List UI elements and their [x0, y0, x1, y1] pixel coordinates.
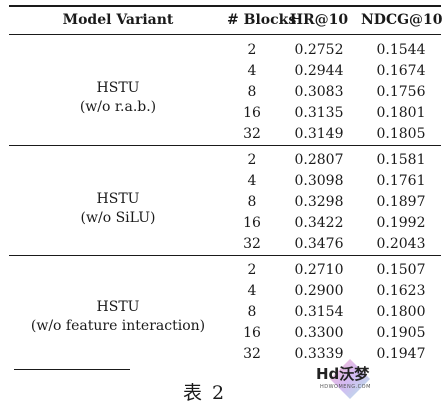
blocks-cell: 4 — [247, 283, 257, 299]
watermark-subtext: HDWOMENG.COM — [320, 384, 371, 390]
hr-cell: 0.3298 — [294, 194, 344, 210]
ndcg-cell: 0.1544 — [376, 42, 426, 58]
ndcg-cell: 0.2043 — [376, 236, 426, 252]
ndcg-cell: 0.1761 — [376, 173, 426, 189]
blocks-cell: 16 — [243, 215, 261, 231]
hr-cell: 0.3135 — [294, 105, 344, 121]
ndcg-cell: 0.1905 — [376, 325, 426, 341]
hr-cell: 0.2900 — [294, 283, 344, 299]
ndcg-cell: 0.1581 — [376, 152, 426, 168]
ndcg-cell: 0.1947 — [376, 346, 426, 362]
variant-ablation: (w/o feature interaction) — [30, 318, 206, 334]
header-hr10: HR@10 — [289, 12, 349, 28]
hr-cell: 0.3149 — [294, 126, 344, 142]
header-model-variant: Model Variant — [62, 12, 174, 28]
ndcg-cell: 0.1800 — [376, 304, 426, 320]
blocks-cell: 2 — [247, 262, 257, 278]
blocks-cell: 32 — [243, 126, 261, 142]
ndcg-cell: 0.1897 — [376, 194, 426, 210]
group-rule — [9, 255, 441, 256]
hr-cell: 0.3476 — [294, 236, 344, 252]
ndcg-cell: 0.1992 — [376, 215, 426, 231]
ndcg-cell: 0.1623 — [376, 283, 426, 299]
blocks-cell: 2 — [247, 152, 257, 168]
blocks-cell: 16 — [243, 105, 261, 121]
variant-ablation: (w/o r.a.b.) — [79, 99, 157, 115]
watermark-text: Hd沃梦 — [316, 365, 370, 383]
variant-label: HSTU (w/o SiLU) — [9, 190, 227, 228]
blocks-cell: 8 — [247, 84, 257, 100]
variant-name: HSTU — [96, 299, 140, 315]
blocks-cell: 16 — [243, 325, 261, 341]
blocks-cell: 8 — [247, 304, 257, 320]
blocks-cell: 4 — [247, 173, 257, 189]
ndcg-cell: 0.1507 — [376, 262, 426, 278]
variant-label: HSTU (w/o r.a.b.) — [9, 79, 227, 117]
hr-cell: 0.2807 — [294, 152, 344, 168]
variant-label: HSTU (w/o feature interaction) — [9, 298, 227, 336]
watermark-diamond-icon — [330, 359, 370, 399]
hr-cell: 0.3422 — [294, 215, 344, 231]
table-top-rule — [9, 5, 441, 7]
hr-cell: 0.2752 — [294, 42, 344, 58]
ndcg-cell: 0.1805 — [376, 126, 426, 142]
table-caption: 表 2 — [183, 382, 227, 404]
variant-name: HSTU — [96, 191, 140, 207]
watermark-logo: Hd沃梦 HDWOMENG.COM — [316, 357, 382, 401]
hr-cell: 0.3098 — [294, 173, 344, 189]
variant-name: HSTU — [96, 80, 140, 96]
blocks-cell: 32 — [243, 236, 261, 252]
table-bottom-rule — [14, 369, 130, 370]
hr-cell: 0.2710 — [294, 262, 344, 278]
blocks-cell: 4 — [247, 63, 257, 79]
hr-cell: 0.2944 — [294, 63, 344, 79]
blocks-cell: 2 — [247, 42, 257, 58]
hr-cell: 0.3154 — [294, 304, 344, 320]
header-blocks: # Blocks — [227, 12, 297, 28]
ndcg-cell: 0.1801 — [376, 105, 426, 121]
header-rule — [9, 34, 441, 35]
hr-cell: 0.3339 — [294, 346, 344, 362]
ndcg-cell: 0.1756 — [376, 84, 426, 100]
header-ndcg10: NDCG@10 — [361, 12, 443, 28]
ndcg-cell: 0.1674 — [376, 63, 426, 79]
hr-cell: 0.3300 — [294, 325, 344, 341]
hr-cell: 0.3083 — [294, 84, 344, 100]
blocks-cell: 32 — [243, 346, 261, 362]
group-rule — [9, 145, 441, 146]
blocks-cell: 8 — [247, 194, 257, 210]
variant-ablation: (w/o SiLU) — [80, 210, 156, 226]
